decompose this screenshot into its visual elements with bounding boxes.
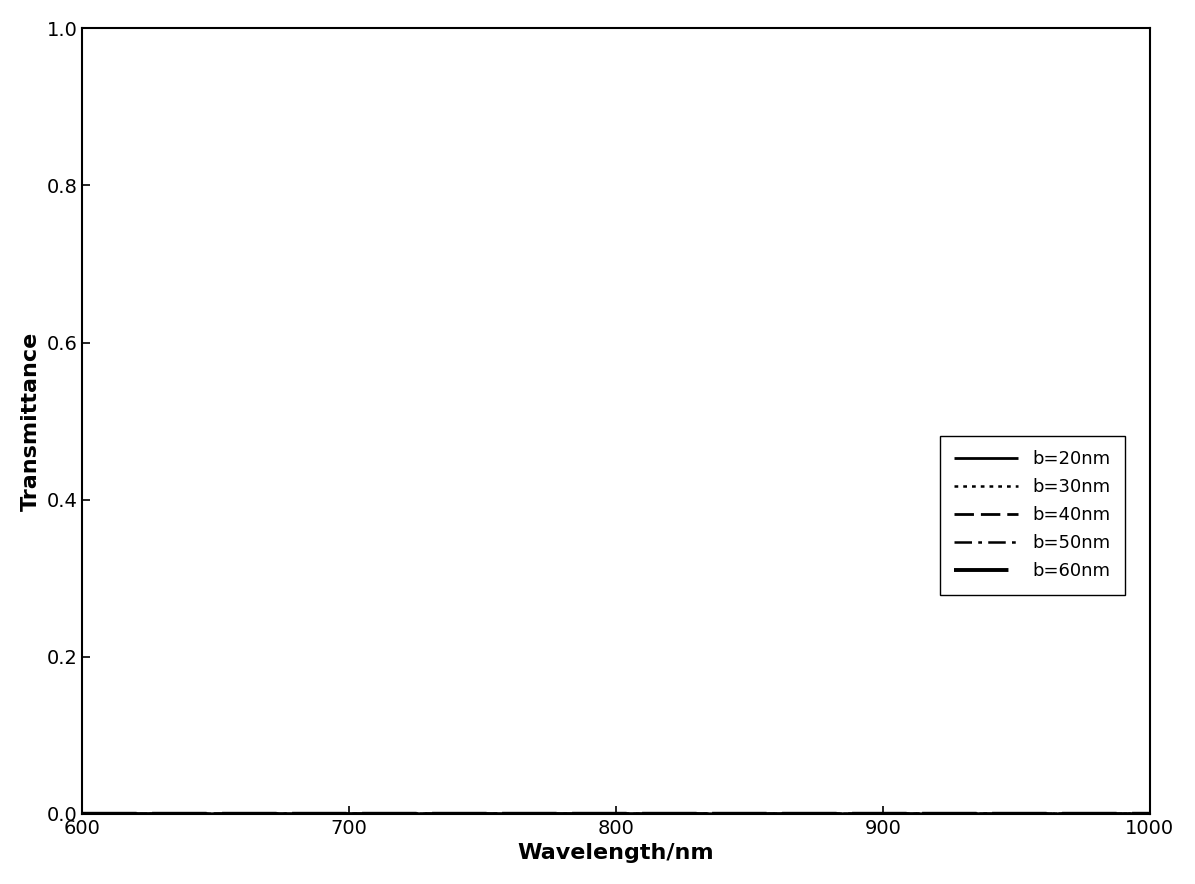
X-axis label: Wavelength/nm: Wavelength/nm xyxy=(517,843,715,863)
Legend: b=20nm, b=30nm, b=40nm, b=50nm, b=60nm: b=20nm, b=30nm, b=40nm, b=50nm, b=60nm xyxy=(940,436,1124,595)
Y-axis label: Transmittance: Transmittance xyxy=(20,332,41,511)
